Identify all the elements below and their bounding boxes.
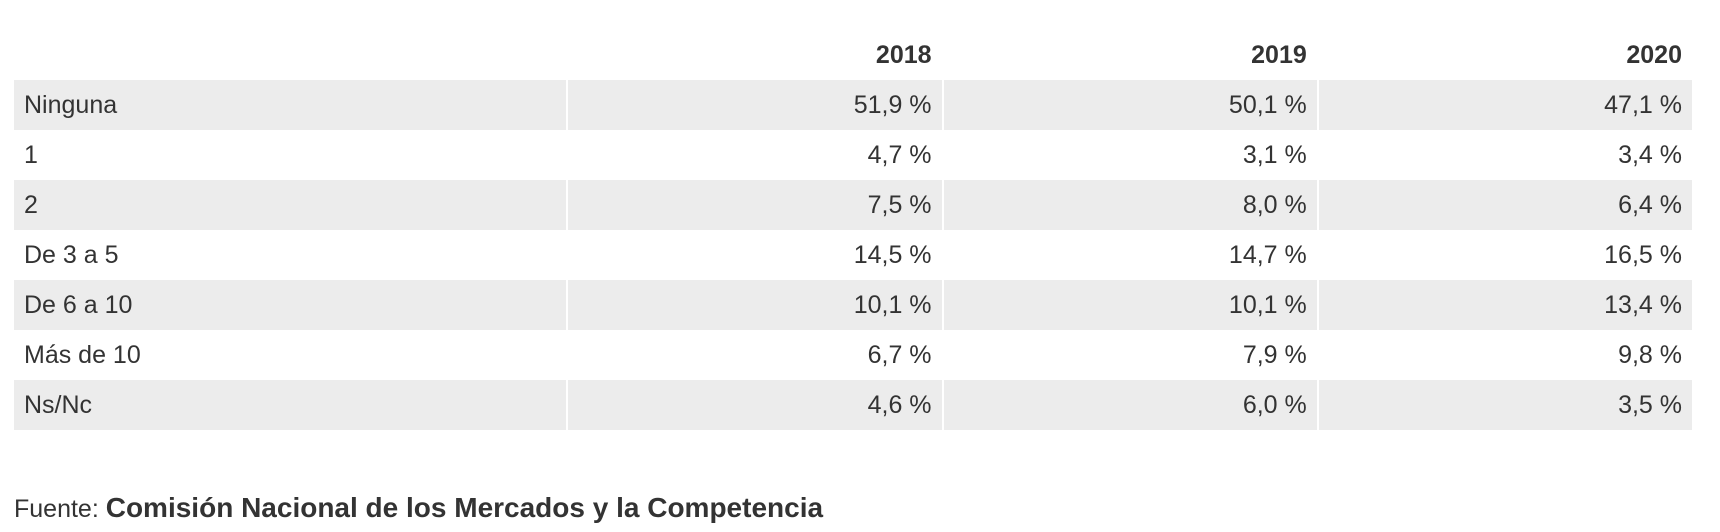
table-cell: 10,1 % [941, 280, 1317, 330]
table-cell: 7,5 % [566, 180, 942, 230]
row-label: De 6 a 10 [14, 280, 567, 330]
table-cell: 14,7 % [941, 230, 1317, 280]
table-cell: 6,7 % [566, 330, 941, 380]
row-label: 1 [24, 140, 38, 169]
table-cell: 13,4 % [1316, 280, 1692, 330]
table-cell: 6,4 % [1316, 180, 1692, 230]
table-cell: 3,4 % [1316, 130, 1692, 180]
table-cell: 9,8 % [1316, 330, 1692, 380]
row-label: Ninguna [14, 80, 567, 130]
column-header-2020: 2020 [1626, 40, 1682, 69]
table-cell: 3,1 % [941, 130, 1317, 180]
table-cell: 3,5 % [1316, 380, 1692, 430]
table-cell: 4,7 % [566, 130, 941, 180]
row-label: Ns/Nc [14, 380, 567, 430]
table-header-row: 2018 2019 2020 [14, 30, 1692, 80]
column-header-2018: 2018 [875, 40, 932, 69]
source-note: Fuente: Comisión Nacional de los Mercado… [14, 492, 823, 524]
table-row: Ninguna 51,9 % 50,1 % 47,1 % [14, 80, 1692, 130]
row-label: 2 [14, 180, 567, 230]
table-row: De 6 a 10 10,1 % 10,1 % 13,4 % [14, 280, 1692, 330]
source-name: Comisión Nacional de los Mercados y la C… [105, 492, 824, 523]
source-prefix: Fuente: [14, 495, 99, 523]
table-cell: 51,9 % [566, 80, 942, 130]
column-header-label [14, 30, 566, 80]
table-cell: 7,9 % [941, 330, 1317, 380]
column-header-2019: 2019 [1251, 40, 1307, 69]
data-table: 2018 2019 2020 Ninguna 51,9 % 50,1 % 47,… [14, 30, 1692, 430]
table-cell: 10,1 % [566, 280, 942, 330]
table-cell: 14,5 % [566, 230, 941, 280]
table-cell: 4,6 % [566, 380, 942, 430]
table-row: Más de 10 6,7 % 7,9 % 9,8 % [14, 330, 1692, 380]
table-cell: 8,0 % [941, 180, 1317, 230]
table-row: De 3 a 5 14,5 % 14,7 % 16,5 % [14, 230, 1692, 280]
table-cell: 50,1 % [941, 80, 1317, 130]
row-label: Más de 10 [24, 340, 141, 369]
table-cell: 47,1 % [1316, 80, 1692, 130]
row-label: De 3 a 5 [24, 240, 119, 269]
data-table-container: 2018 2019 2020 Ninguna 51,9 % 50,1 % 47,… [14, 30, 1692, 430]
table-row: 2 7,5 % 8,0 % 6,4 % [14, 180, 1692, 230]
table-cell: 16,5 % [1316, 230, 1692, 280]
table-row: Ns/Nc 4,6 % 6,0 % 3,5 % [14, 380, 1692, 430]
table-row: 1 4,7 % 3,1 % 3,4 % [14, 130, 1692, 180]
table-cell: 6,0 % [941, 380, 1317, 430]
